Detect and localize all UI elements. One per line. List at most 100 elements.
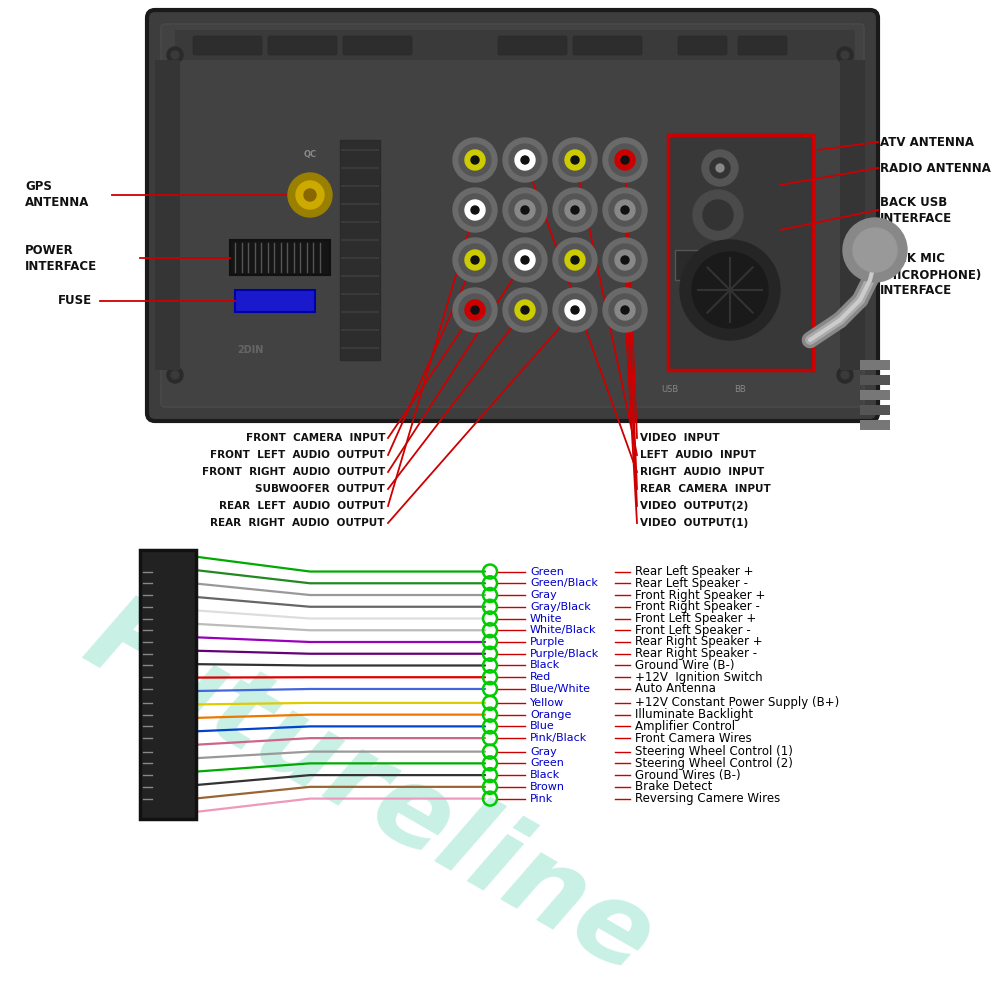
Text: Gray: Gray <box>530 590 557 600</box>
Circle shape <box>571 156 579 164</box>
Circle shape <box>716 164 724 172</box>
Bar <box>668 135 813 370</box>
Circle shape <box>609 194 641 226</box>
Circle shape <box>515 150 535 170</box>
Circle shape <box>621 256 629 264</box>
Circle shape <box>471 256 479 264</box>
Text: SUBWOOFER  OUTPUT: SUBWOOFER OUTPUT <box>255 484 385 494</box>
Circle shape <box>503 188 547 232</box>
Circle shape <box>603 138 647 182</box>
Circle shape <box>703 200 733 230</box>
Circle shape <box>853 228 897 272</box>
Bar <box>340 140 380 360</box>
Circle shape <box>615 250 635 270</box>
Circle shape <box>559 244 591 276</box>
Text: +12V Constant Power Supply (B+): +12V Constant Power Supply (B+) <box>635 697 839 710</box>
Text: GPS
ANTENNA: GPS ANTENNA <box>25 180 89 209</box>
Circle shape <box>509 244 541 276</box>
Circle shape <box>565 150 585 170</box>
Text: BB: BB <box>734 385 746 394</box>
Circle shape <box>603 238 647 282</box>
Circle shape <box>465 150 485 170</box>
Circle shape <box>453 238 497 282</box>
Circle shape <box>571 306 579 314</box>
FancyBboxPatch shape <box>147 10 878 421</box>
Circle shape <box>465 200 485 220</box>
Bar <box>860 405 890 415</box>
Circle shape <box>459 294 491 326</box>
Text: Pink/Black: Pink/Black <box>530 733 588 743</box>
Text: RADIO ANTENNA: RADIO ANTENNA <box>880 161 991 174</box>
Circle shape <box>609 244 641 276</box>
Text: Brown: Brown <box>530 782 565 792</box>
Text: Futureline: Futureline <box>67 585 673 996</box>
Text: Green/Black: Green/Black <box>530 579 598 589</box>
Circle shape <box>503 288 547 332</box>
Text: Rear Right Speaker +: Rear Right Speaker + <box>635 636 763 649</box>
Circle shape <box>521 206 529 214</box>
Text: Reversing Camere Wires: Reversing Camere Wires <box>635 792 780 805</box>
Circle shape <box>167 367 183 383</box>
Text: FUSE: FUSE <box>58 294 92 307</box>
Bar <box>860 390 890 400</box>
Bar <box>840 60 865 370</box>
Circle shape <box>453 188 497 232</box>
Circle shape <box>521 156 529 164</box>
Circle shape <box>843 218 907 282</box>
Circle shape <box>171 371 179 379</box>
Bar <box>230 240 330 275</box>
Text: Gray/Black: Gray/Black <box>530 602 591 612</box>
Text: Green: Green <box>530 567 564 577</box>
Text: Black: Black <box>530 661 561 671</box>
Bar <box>235 290 315 312</box>
Circle shape <box>515 200 535 220</box>
Circle shape <box>509 144 541 176</box>
Text: REAR  CAMERA  INPUT: REAR CAMERA INPUT <box>640 484 771 494</box>
Circle shape <box>559 194 591 226</box>
Text: 2DIN: 2DIN <box>237 345 263 355</box>
Text: Front Left Speaker -: Front Left Speaker - <box>635 624 751 637</box>
Text: USB: USB <box>662 385 679 394</box>
Text: Rear Left Speaker +: Rear Left Speaker + <box>635 565 754 578</box>
Circle shape <box>559 294 591 326</box>
Text: Yellow: Yellow <box>530 698 565 708</box>
Circle shape <box>565 250 585 270</box>
Circle shape <box>453 138 497 182</box>
Circle shape <box>459 244 491 276</box>
Circle shape <box>503 238 547 282</box>
Text: Front Left Speaker +: Front Left Speaker + <box>635 612 756 625</box>
Circle shape <box>515 300 535 320</box>
Circle shape <box>465 250 485 270</box>
Text: VIDEO  OUTPUT(2): VIDEO OUTPUT(2) <box>640 500 749 511</box>
FancyBboxPatch shape <box>268 36 337 55</box>
Text: VIDEO  INPUT: VIDEO INPUT <box>640 433 720 443</box>
Circle shape <box>465 300 485 320</box>
Circle shape <box>693 190 743 240</box>
Text: RIGHT  AUDIO  INPUT: RIGHT AUDIO INPUT <box>640 467 764 477</box>
Text: White/Black: White/Black <box>530 626 597 636</box>
Text: FRONT  RIGHT  AUDIO  OUTPUT: FRONT RIGHT AUDIO OUTPUT <box>202 467 385 477</box>
Circle shape <box>167 47 183 63</box>
Text: ATV ANTENNA: ATV ANTENNA <box>880 135 974 148</box>
Circle shape <box>559 144 591 176</box>
Text: Green: Green <box>530 759 564 769</box>
Text: Front Right Speaker +: Front Right Speaker + <box>635 589 766 602</box>
Circle shape <box>553 238 597 282</box>
Circle shape <box>571 256 579 264</box>
Text: Front Right Speaker -: Front Right Speaker - <box>635 601 760 614</box>
Circle shape <box>509 194 541 226</box>
Text: POWER
INTERFACE: POWER INTERFACE <box>25 243 97 272</box>
FancyBboxPatch shape <box>193 36 262 55</box>
Text: Steering Wheel Control (1): Steering Wheel Control (1) <box>635 745 793 758</box>
Text: QC: QC <box>303 150 316 159</box>
Text: Auto Antenna: Auto Antenna <box>635 683 716 696</box>
Circle shape <box>609 144 641 176</box>
Circle shape <box>571 206 579 214</box>
Circle shape <box>471 306 479 314</box>
Circle shape <box>553 138 597 182</box>
Text: Brake Detect: Brake Detect <box>635 781 713 794</box>
Text: Orange: Orange <box>530 710 572 720</box>
Circle shape <box>615 200 635 220</box>
Bar <box>860 375 890 385</box>
Text: Ground Wires (B-): Ground Wires (B-) <box>635 769 741 782</box>
